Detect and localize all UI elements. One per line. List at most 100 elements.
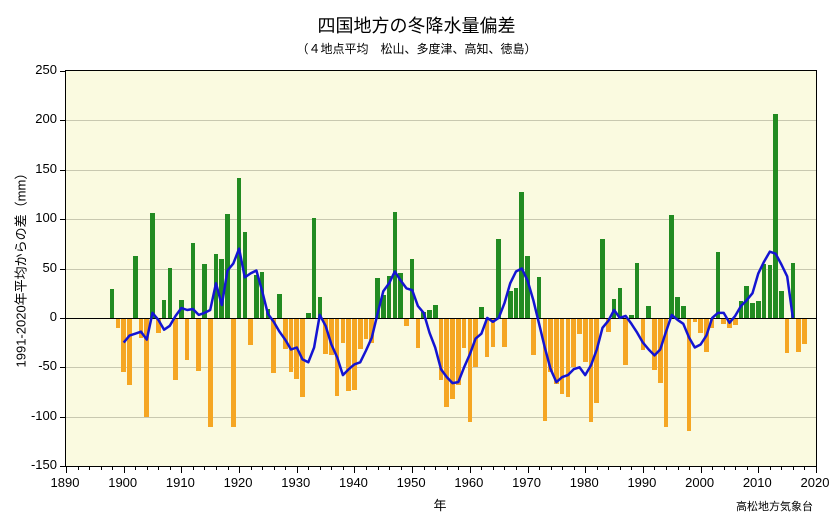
x-minor-tick-mark — [135, 466, 136, 470]
bar — [364, 318, 369, 339]
bar — [427, 310, 432, 318]
x-minor-tick-mark — [251, 466, 252, 470]
bar — [566, 318, 571, 397]
x-tick-mark — [66, 466, 67, 473]
x-minor-tick-mark — [447, 466, 448, 470]
bar — [519, 192, 524, 317]
x-tick-label: 1910 — [160, 475, 200, 490]
x-minor-tick-mark — [78, 466, 79, 470]
bar — [802, 318, 807, 344]
gridline-h — [66, 170, 816, 171]
x-tick-mark — [124, 466, 125, 473]
bar — [133, 256, 138, 318]
bar — [271, 318, 276, 373]
x-minor-tick-mark — [551, 466, 552, 470]
bar — [468, 318, 473, 422]
bar — [393, 212, 398, 318]
bar — [219, 259, 224, 318]
x-minor-tick-mark — [654, 466, 655, 470]
bar — [450, 318, 455, 399]
plot-area — [65, 70, 817, 467]
gridline-h — [66, 219, 816, 220]
bar — [231, 318, 236, 427]
bar — [733, 318, 738, 325]
bar — [727, 318, 732, 328]
bar — [756, 301, 761, 318]
x-minor-tick-mark — [562, 466, 563, 470]
bar — [416, 318, 421, 348]
bar — [300, 318, 305, 397]
x-tick-mark — [181, 466, 182, 473]
x-tick-mark — [470, 466, 471, 473]
x-tick-label: 1890 — [45, 475, 85, 490]
bar — [462, 318, 467, 348]
x-minor-tick-mark — [285, 466, 286, 470]
bar — [346, 318, 351, 391]
x-minor-tick-mark — [493, 466, 494, 470]
x-tick-mark — [643, 466, 644, 473]
x-minor-tick-mark — [597, 466, 598, 470]
x-tick-mark — [412, 466, 413, 473]
bar — [387, 276, 392, 317]
bar — [156, 318, 161, 333]
y-tick-mark — [60, 71, 66, 72]
x-tick-label: 1970 — [507, 475, 547, 490]
bar — [473, 318, 478, 367]
bar — [243, 232, 248, 318]
bar — [796, 318, 801, 353]
bar — [594, 318, 599, 403]
x-tick-mark — [816, 466, 817, 473]
y-tick-label: 0 — [17, 309, 57, 324]
bar — [433, 305, 438, 318]
bar — [214, 254, 219, 318]
bar — [289, 318, 294, 372]
bar — [710, 318, 715, 328]
x-tick-mark — [239, 466, 240, 473]
bar — [260, 272, 265, 317]
bar — [294, 318, 299, 379]
bar — [369, 318, 374, 343]
bar — [612, 299, 617, 318]
x-tick-label: 1990 — [622, 475, 662, 490]
bar — [646, 306, 651, 318]
bar — [525, 256, 530, 318]
x-minor-tick-mark — [724, 466, 725, 470]
bar — [698, 318, 703, 333]
x-minor-tick-mark — [389, 466, 390, 470]
bar — [191, 243, 196, 318]
bar — [352, 318, 357, 390]
x-tick-label: 1960 — [449, 475, 489, 490]
bar — [444, 318, 449, 407]
bar — [681, 306, 686, 318]
x-minor-tick-mark — [320, 466, 321, 470]
chart-title: 四国地方の冬降水量偏差 — [0, 12, 833, 38]
bar — [768, 265, 773, 318]
x-minor-tick-mark — [608, 466, 609, 470]
bar — [266, 309, 271, 318]
x-minor-tick-mark — [101, 466, 102, 470]
bar — [583, 318, 588, 362]
x-tick-mark — [297, 466, 298, 473]
x-minor-tick-mark — [481, 466, 482, 470]
bar — [237, 178, 242, 318]
x-tick-label: 2000 — [680, 475, 720, 490]
x-minor-tick-mark — [770, 466, 771, 470]
gridline-h — [66, 120, 816, 121]
y-tick-label: 100 — [17, 210, 57, 225]
bar — [404, 318, 409, 326]
bar — [456, 318, 461, 385]
chart-container: 四国地方の冬降水量偏差 （４地点平均 松山、多度津、高知、徳島） 1991-20… — [0, 0, 833, 522]
bar — [606, 318, 611, 332]
bar — [283, 318, 288, 350]
x-tick-label: 1900 — [103, 475, 143, 490]
bar — [716, 252, 721, 318]
x-tick-mark — [758, 466, 759, 473]
x-minor-tick-mark — [435, 466, 436, 470]
x-minor-tick-mark — [262, 466, 263, 470]
y-tick-label: -50 — [17, 358, 57, 373]
x-minor-tick-mark — [274, 466, 275, 470]
gridline-h — [66, 417, 816, 418]
bar — [185, 318, 190, 360]
bar — [196, 318, 201, 371]
bar — [543, 318, 548, 421]
